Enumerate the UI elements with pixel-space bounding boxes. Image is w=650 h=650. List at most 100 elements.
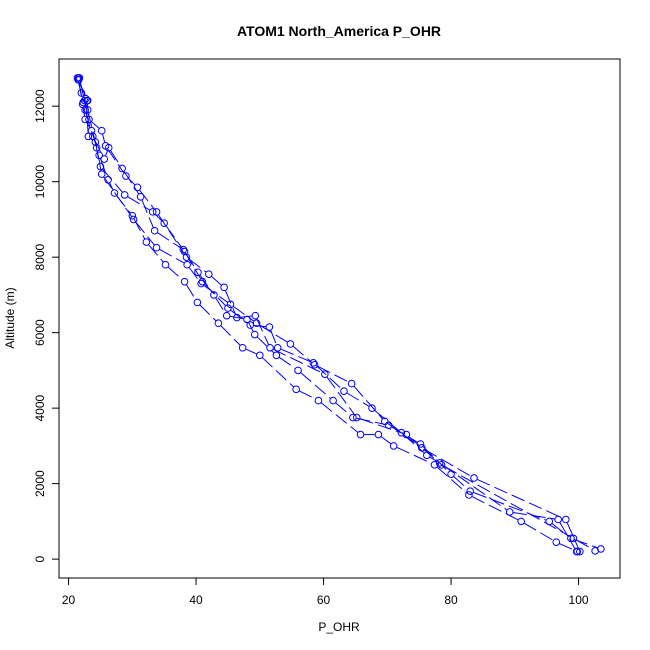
data-point (160, 219, 168, 227)
x-tick-label: 80 (444, 593, 458, 607)
series-line-segment (85, 101, 89, 134)
series-line-segment (188, 267, 200, 282)
data-point (309, 359, 318, 367)
data-point (97, 170, 106, 178)
data-point (397, 428, 406, 437)
series-line-segment (424, 448, 472, 477)
series-line-segment (408, 436, 440, 463)
series-line-segment (346, 392, 370, 407)
series-line-segment (353, 385, 383, 420)
data-point (517, 517, 525, 526)
data-point (194, 268, 202, 277)
data-point (75, 74, 84, 82)
series-line-segment (559, 543, 575, 551)
data-point (74, 75, 82, 84)
x-tick-label: 60 (317, 593, 331, 607)
series-line-segment (476, 478, 564, 519)
series-line-segment (148, 244, 164, 263)
data-point (389, 442, 398, 450)
x-tick-label: 20 (62, 593, 76, 607)
data-point (77, 89, 86, 97)
plot-area-frame (58, 58, 621, 579)
data-point (294, 366, 302, 375)
series-line-segment (320, 402, 359, 433)
data-point (292, 385, 300, 394)
series-line-segment (185, 284, 197, 300)
series-5 (77, 89, 584, 556)
series-line-segment (298, 390, 316, 400)
data-point (368, 404, 376, 412)
data-point (198, 277, 207, 286)
series-line-segment (453, 476, 469, 490)
series-line-segment (127, 196, 151, 211)
series-line-segment (317, 365, 349, 383)
data-point (97, 126, 106, 135)
data-point (133, 183, 142, 192)
series-line-segment (215, 297, 226, 314)
series-line-segment (566, 522, 579, 549)
series-line-segment (232, 305, 255, 322)
data-point (193, 298, 202, 307)
x-axis: 20 40 60 80 100 (62, 578, 589, 607)
series-line-segment (110, 150, 121, 166)
series-line-segment (261, 357, 295, 388)
data-point (329, 396, 337, 405)
series-line-segment (103, 176, 133, 218)
data-point (161, 260, 170, 269)
data-point (417, 443, 426, 452)
data-point (310, 360, 319, 369)
data-point (81, 115, 89, 124)
series-line-segment (576, 539, 593, 550)
series-line-segment (292, 345, 313, 363)
series-line-segment (184, 252, 202, 280)
series-line-segment (93, 139, 104, 157)
series-line-segment (278, 356, 296, 369)
data-point (220, 283, 228, 292)
data-point (562, 515, 570, 524)
data-point (374, 430, 383, 439)
data-point (91, 138, 100, 146)
data-point (250, 330, 259, 339)
data-point (569, 534, 578, 543)
y-tick-label: 8000 (33, 243, 47, 270)
data-point (183, 260, 191, 269)
data-point (129, 215, 138, 224)
series-line-segment (224, 290, 237, 315)
series-line-segment (559, 522, 576, 549)
data-point (150, 226, 159, 235)
series-line-segment (387, 422, 420, 447)
y-tick-label: 12000 (33, 89, 47, 123)
data-point (435, 459, 444, 467)
series-line-segment (512, 511, 555, 520)
data-point (128, 211, 137, 220)
series-line-segment (106, 148, 125, 174)
series-line-segment (256, 318, 270, 345)
data-point (576, 547, 584, 556)
series-line-segment (230, 309, 248, 324)
y-tick-label: 0 (33, 555, 47, 562)
series-layer (73, 74, 605, 556)
series-line-segment (380, 436, 392, 445)
data-point (233, 313, 241, 322)
series-line-segment (141, 199, 154, 228)
data-point (252, 319, 261, 328)
series-line-segment (256, 336, 275, 354)
chart-title: ATOM1 North_America P_OHR (237, 23, 441, 39)
data-point (437, 460, 446, 469)
data-point (286, 340, 295, 348)
data-point (136, 192, 145, 201)
series-line-segment (167, 266, 183, 280)
data-point (349, 413, 357, 422)
series-line-segment (551, 523, 569, 537)
data-point (470, 474, 478, 482)
data-point (210, 291, 218, 299)
y-axis: 0 2000 4000 6000 8000 10000 12000 (33, 89, 59, 562)
data-point (380, 417, 389, 426)
y-axis-label: Altitude (m) (3, 287, 17, 348)
series-line-segment (442, 464, 508, 511)
series-line-segment (127, 177, 136, 186)
series-line-segment (135, 221, 155, 246)
data-point (572, 547, 581, 556)
data-point (466, 487, 474, 495)
